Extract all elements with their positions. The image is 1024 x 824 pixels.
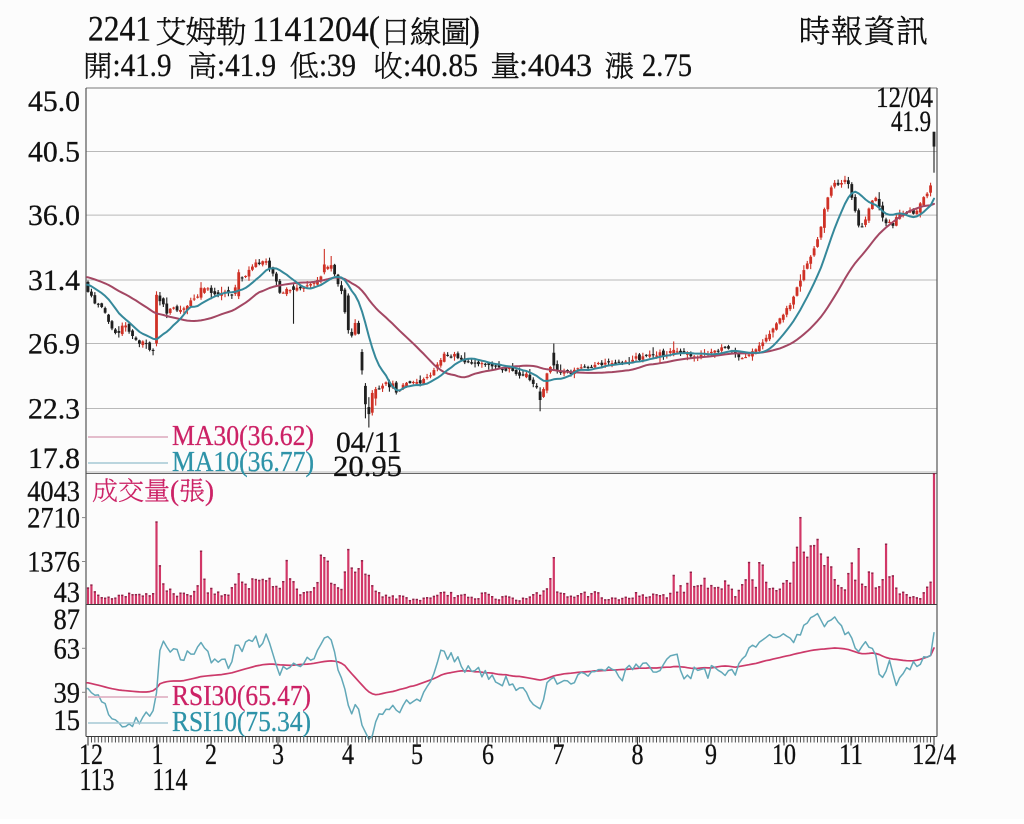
svg-text:20.95: 20.95 bbox=[333, 450, 402, 483]
svg-text:9: 9 bbox=[705, 738, 717, 771]
svg-text:22.3: 22.3 bbox=[28, 392, 80, 425]
svg-text:39: 39 bbox=[54, 676, 81, 709]
svg-text:41.9: 41.9 bbox=[891, 105, 931, 138]
svg-text:2710: 2710 bbox=[27, 502, 80, 535]
svg-text:2: 2 bbox=[205, 738, 217, 771]
svg-text:04/11: 04/11 bbox=[336, 426, 402, 459]
svg-text:1: 1 bbox=[152, 738, 164, 771]
svg-text:RSI30(65.47): RSI30(65.47) bbox=[172, 681, 311, 712]
svg-text::40.85: :40.85 bbox=[403, 48, 478, 84]
svg-text:31.4: 31.4 bbox=[28, 264, 80, 297]
svg-text:): ) bbox=[205, 476, 214, 507]
svg-text:43: 43 bbox=[54, 576, 80, 609]
svg-text:(: ( bbox=[170, 476, 179, 507]
svg-text:7: 7 bbox=[553, 738, 565, 771]
svg-text:63: 63 bbox=[54, 632, 81, 665]
svg-text:36.0: 36.0 bbox=[28, 199, 80, 232]
svg-text::39: :39 bbox=[319, 48, 356, 84]
svg-text:6: 6 bbox=[482, 738, 494, 771]
svg-text:MA30(36.62): MA30(36.62) bbox=[172, 421, 314, 452]
svg-text:4043: 4043 bbox=[27, 475, 80, 508]
svg-text:4: 4 bbox=[342, 738, 354, 771]
svg-text:12: 12 bbox=[79, 738, 103, 771]
svg-text:1376: 1376 bbox=[27, 546, 80, 579]
svg-text:87: 87 bbox=[54, 603, 81, 636]
svg-text:45.0: 45.0 bbox=[28, 85, 80, 118]
svg-text:2241: 2241 bbox=[88, 9, 151, 49]
svg-text:40.5: 40.5 bbox=[28, 136, 80, 169]
svg-text:17.8: 17.8 bbox=[28, 442, 80, 475]
svg-text:26.9: 26.9 bbox=[28, 328, 80, 361]
svg-text:12/04: 12/04 bbox=[876, 81, 933, 114]
svg-text:): ) bbox=[469, 9, 480, 49]
svg-text:114: 114 bbox=[153, 761, 188, 797]
svg-text:8: 8 bbox=[632, 738, 644, 771]
svg-text::41.9: :41.9 bbox=[217, 48, 276, 84]
svg-text:RSI10(75.34): RSI10(75.34) bbox=[172, 707, 311, 738]
svg-text:MA10(36.77): MA10(36.77) bbox=[172, 447, 314, 478]
svg-text:113: 113 bbox=[80, 761, 115, 797]
svg-text:10: 10 bbox=[772, 738, 796, 771]
svg-text:5: 5 bbox=[411, 738, 423, 771]
svg-text:3: 3 bbox=[272, 738, 284, 771]
svg-text::4043: :4043 bbox=[519, 48, 592, 84]
svg-text::41.9: :41.9 bbox=[113, 48, 172, 84]
svg-text:1141204(: 1141204( bbox=[252, 9, 380, 49]
svg-text:2.75: 2.75 bbox=[642, 48, 692, 84]
svg-text:15: 15 bbox=[54, 704, 81, 737]
